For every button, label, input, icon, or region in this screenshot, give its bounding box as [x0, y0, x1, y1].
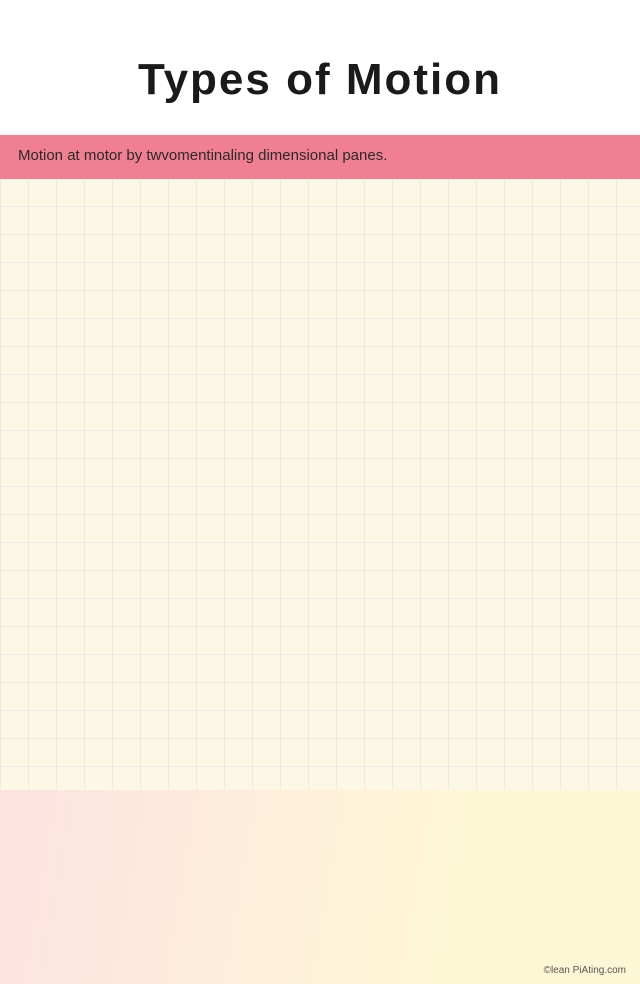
- grid-background: [0, 178, 640, 798]
- page-title: Types of Motion: [0, 29, 640, 105]
- subtitle-banner: Motion at motor by twvomentinaling dimen…: [0, 135, 640, 179]
- footer-credit: ©lean PiAting.com: [544, 965, 626, 976]
- infographic-page: Types of Motion Motion at motor by twvom…: [0, 0, 640, 984]
- bottom-gradient: [0, 790, 640, 984]
